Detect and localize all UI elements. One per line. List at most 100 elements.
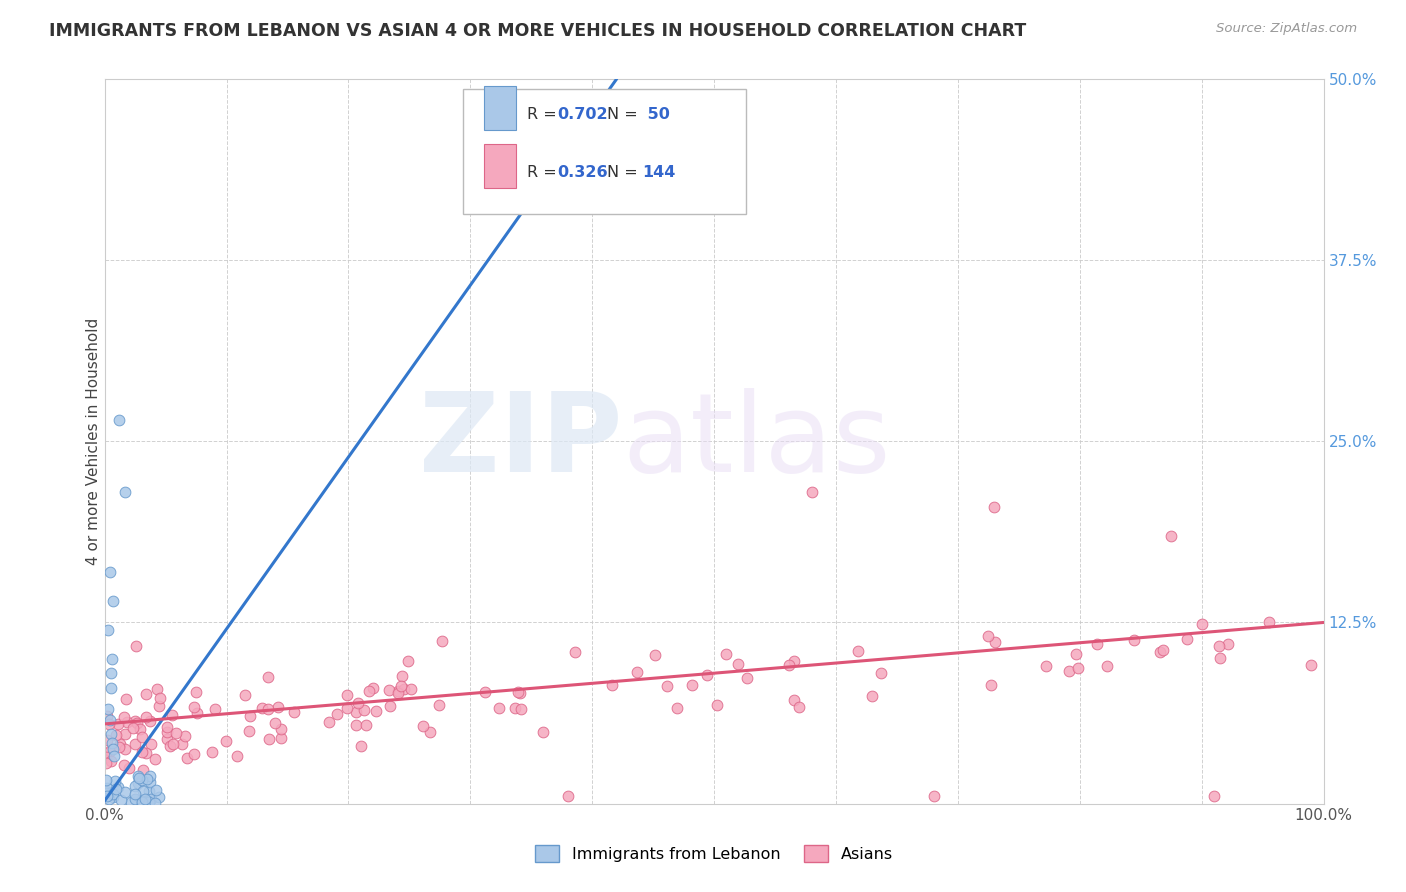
Y-axis label: 4 or more Vehicles in Household: 4 or more Vehicles in Household xyxy=(86,318,101,565)
Point xyxy=(378,699,401,714)
Point xyxy=(1149,644,1171,658)
Text: 144: 144 xyxy=(643,165,675,180)
Point xyxy=(399,681,422,696)
Point xyxy=(735,671,758,685)
Point xyxy=(778,658,800,673)
Point xyxy=(135,687,157,701)
Point xyxy=(128,772,150,786)
Point xyxy=(1301,657,1323,672)
Point xyxy=(148,698,170,713)
Point xyxy=(391,669,413,683)
Point xyxy=(239,708,262,723)
Point xyxy=(263,715,285,730)
Point xyxy=(1152,643,1174,657)
Point xyxy=(162,737,184,751)
Point xyxy=(860,689,883,703)
Point xyxy=(626,665,648,679)
Point xyxy=(846,644,869,658)
Point xyxy=(97,789,120,803)
Point xyxy=(115,715,138,730)
Point xyxy=(396,654,419,668)
Point xyxy=(96,772,118,787)
Point xyxy=(1035,659,1057,673)
Point xyxy=(186,706,208,720)
Point xyxy=(412,719,434,733)
Point xyxy=(983,500,1005,514)
Text: 0.326: 0.326 xyxy=(558,165,609,180)
Point xyxy=(127,775,149,789)
Text: ZIP: ZIP xyxy=(419,388,623,495)
Point xyxy=(336,689,359,703)
Point xyxy=(980,678,1002,692)
Point xyxy=(146,681,169,696)
Point xyxy=(124,792,146,806)
Point xyxy=(143,796,166,810)
Point xyxy=(124,788,146,802)
Point xyxy=(387,686,409,700)
Text: N =: N = xyxy=(607,165,643,180)
Point xyxy=(267,700,290,714)
Legend: Immigrants from Lebanon, Asians: Immigrants from Lebanon, Asians xyxy=(529,838,900,868)
Point xyxy=(104,728,127,742)
Point xyxy=(98,792,121,806)
Text: 0.702: 0.702 xyxy=(558,107,609,122)
Point xyxy=(347,696,370,710)
Point xyxy=(387,684,409,698)
Point xyxy=(97,623,120,637)
Point xyxy=(984,635,1007,649)
Point xyxy=(233,688,256,702)
Point xyxy=(557,789,579,804)
Point xyxy=(131,731,153,745)
Point xyxy=(124,714,146,728)
Point xyxy=(96,789,118,803)
Point xyxy=(124,779,146,793)
Point xyxy=(136,772,159,786)
Point xyxy=(174,729,197,743)
Point xyxy=(139,769,162,783)
Point xyxy=(112,757,135,772)
Point xyxy=(129,793,152,807)
Point xyxy=(870,666,893,681)
Point xyxy=(564,644,586,658)
Point xyxy=(270,723,292,737)
Point xyxy=(141,791,163,805)
Point xyxy=(103,748,125,763)
Point xyxy=(96,786,118,800)
Point xyxy=(98,744,121,758)
Point xyxy=(114,742,136,756)
Point xyxy=(531,725,554,739)
Point xyxy=(128,722,150,736)
Point xyxy=(115,691,138,706)
Point xyxy=(350,739,373,754)
Point xyxy=(1064,647,1087,661)
Point xyxy=(114,727,136,741)
Point xyxy=(214,734,236,748)
Point xyxy=(94,750,117,764)
Point xyxy=(104,773,127,788)
Point xyxy=(100,754,122,768)
Point xyxy=(108,739,131,754)
Text: R =: R = xyxy=(527,107,561,122)
Point xyxy=(325,707,347,722)
Point xyxy=(1218,637,1240,651)
Point xyxy=(103,741,125,756)
Point xyxy=(727,657,749,671)
Point xyxy=(353,703,375,717)
Point xyxy=(204,702,226,716)
Point xyxy=(1160,528,1182,542)
Point xyxy=(270,731,292,745)
Point xyxy=(97,702,120,716)
Point xyxy=(141,737,163,751)
Point xyxy=(101,787,124,801)
Point xyxy=(135,746,157,760)
Point xyxy=(108,412,131,426)
Point xyxy=(789,700,811,714)
Point xyxy=(1087,636,1109,650)
Point xyxy=(114,485,136,500)
Point xyxy=(922,789,945,804)
Point xyxy=(503,701,526,715)
Point xyxy=(100,681,122,695)
Point xyxy=(356,718,378,732)
Text: Source: ZipAtlas.com: Source: ZipAtlas.com xyxy=(1216,22,1357,36)
Point xyxy=(344,705,367,719)
